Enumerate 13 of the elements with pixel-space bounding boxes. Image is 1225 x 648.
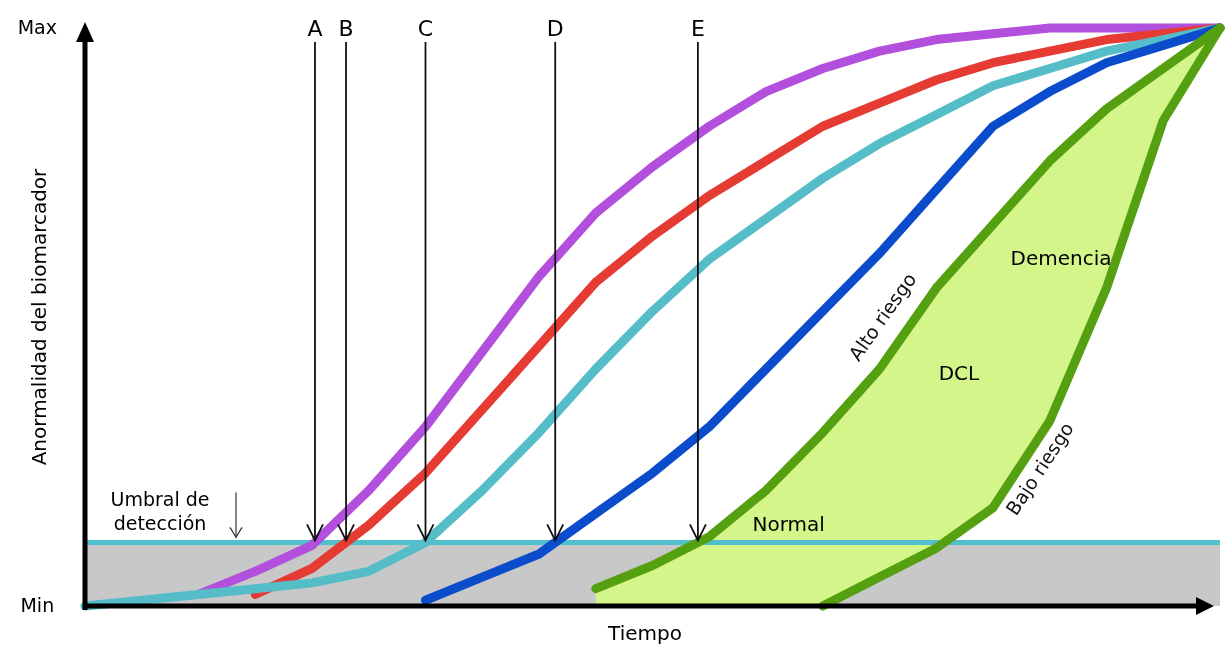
x-axis-title: Tiempo [607, 621, 682, 645]
text: Min [20, 593, 55, 616]
annotation: E [690, 16, 705, 41]
annotation: A [307, 16, 323, 41]
annotation: B [338, 16, 354, 41]
annotation: C [417, 16, 434, 41]
annotation: DCL [938, 361, 981, 386]
annotation: D [546, 16, 564, 41]
annotation: Demencia [1010, 245, 1112, 270]
text: Max [17, 15, 57, 38]
ref-line-label: Umbral de detección [110, 488, 210, 535]
y-axis-title: Anormalidad del biomarcador [27, 167, 51, 466]
annotation: Normal [752, 511, 825, 536]
